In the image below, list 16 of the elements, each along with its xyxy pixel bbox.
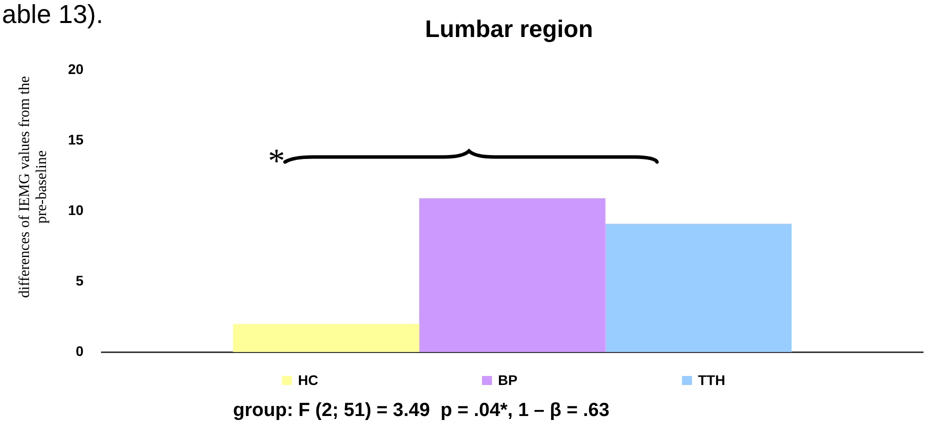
y-tick-label: 10 xyxy=(68,202,84,218)
bar xyxy=(419,198,606,352)
legend-label: HC xyxy=(297,372,318,388)
bar xyxy=(605,224,792,352)
y-tick-label: 15 xyxy=(68,131,84,148)
legend-label: TTH xyxy=(697,372,726,388)
chart-title: Lumbar region xyxy=(424,16,593,43)
y-tick-label: 20 xyxy=(68,60,84,77)
text: group: F (2; 51) = 3.49 p = .04*, 1 – β = .63 xyxy=(233,400,610,422)
y-tick-label: 5 xyxy=(76,272,84,288)
bar xyxy=(233,324,420,352)
text: able 13). xyxy=(2,0,104,30)
y-axis-title: differences of IEMG values from the pre-baseline xyxy=(17,75,51,300)
y-tick-label: 0 xyxy=(76,342,84,359)
legend-label: BP xyxy=(497,372,518,388)
annotation: * xyxy=(268,142,285,182)
